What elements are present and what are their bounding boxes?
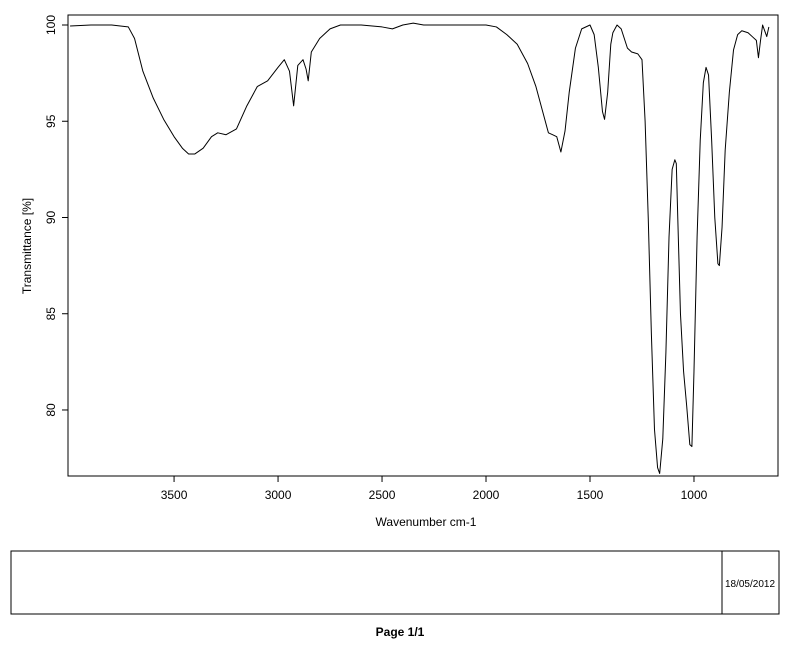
y-tick-label: 95: [44, 114, 58, 128]
y-axis-label: Transmittance [%]: [20, 198, 34, 294]
y-tick-label: 90: [44, 210, 58, 224]
date: 18/05/2012: [725, 579, 775, 590]
footer-box: [10, 550, 780, 615]
plot-frame: [67, 14, 779, 477]
x-tick-label: 1500: [577, 488, 604, 502]
y-tick-label: 80: [44, 403, 58, 417]
x-axis-label: Wavenumber cm-1: [376, 515, 477, 529]
x-tick-label: 2500: [369, 488, 396, 502]
page-number: Page 1/1: [376, 625, 425, 639]
x-tick-label: 3500: [161, 488, 188, 502]
x-tick-label: 1000: [681, 488, 708, 502]
x-tick-label: 2000: [473, 488, 500, 502]
spectrum-line: [70, 22, 770, 474]
y-tick-label: 100: [44, 15, 58, 35]
y-tick-label: 85: [44, 307, 58, 321]
x-tick-label: 3000: [265, 488, 292, 502]
